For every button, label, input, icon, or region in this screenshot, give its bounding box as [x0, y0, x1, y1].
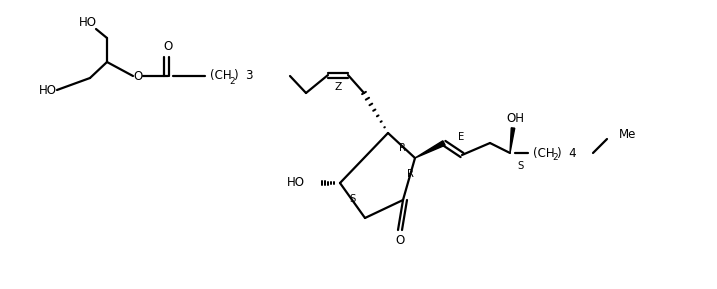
- Text: 2: 2: [552, 153, 558, 162]
- Text: HO: HO: [39, 84, 57, 97]
- Text: )  4: ) 4: [557, 147, 576, 160]
- Text: (CH: (CH: [210, 69, 232, 82]
- Text: OH: OH: [506, 112, 524, 125]
- Text: Z: Z: [334, 82, 341, 92]
- Text: O: O: [133, 69, 143, 82]
- Text: O: O: [395, 234, 404, 247]
- Text: O: O: [163, 40, 173, 53]
- Text: HO: HO: [79, 16, 97, 29]
- Text: HO: HO: [287, 177, 305, 190]
- Text: R: R: [407, 169, 414, 179]
- Text: S: S: [349, 194, 355, 204]
- Text: R: R: [399, 143, 405, 153]
- Polygon shape: [510, 128, 515, 153]
- Text: E: E: [458, 132, 464, 142]
- Text: )  3: ) 3: [234, 69, 254, 82]
- Text: S: S: [517, 161, 523, 171]
- Text: 2: 2: [229, 77, 234, 86]
- Text: Me: Me: [619, 129, 637, 142]
- Text: (CH: (CH: [533, 147, 555, 160]
- Polygon shape: [415, 141, 445, 158]
